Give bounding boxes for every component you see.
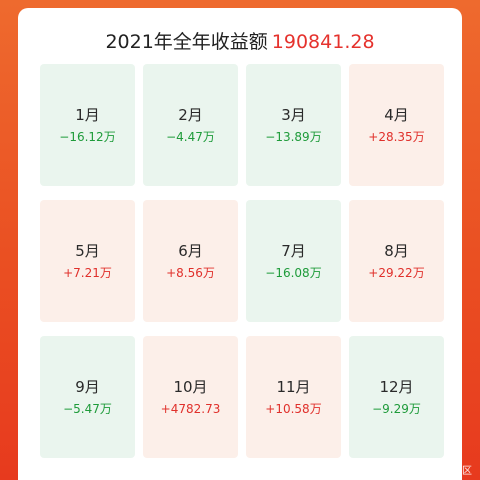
month-label: 11月 (276, 378, 311, 396)
month-amount: −16.12万 (59, 130, 116, 144)
month-tile[interactable]: 9月 −5.47万 (40, 336, 135, 458)
month-grid: 1月 −16.12万 2月 −4.47万 3月 −13.89万 4月 +28.3… (40, 64, 444, 458)
month-label: 3月 (281, 106, 306, 124)
month-amount: −9.29万 (372, 402, 421, 416)
month-tile[interactable]: 2月 −4.47万 (143, 64, 238, 186)
month-tile[interactable]: 3月 −13.89万 (246, 64, 341, 186)
watermark: @稀土掘金技术社区 (382, 466, 472, 477)
month-tile[interactable]: 6月 +8.56万 (143, 200, 238, 322)
month-label: 5月 (75, 242, 100, 260)
month-amount: −16.08万 (265, 266, 322, 280)
month-label: 12月 (379, 378, 414, 396)
month-tile[interactable]: 8月 +29.22万 (349, 200, 444, 322)
month-tile[interactable]: 10月 +4782.73 (143, 336, 238, 458)
month-label: 4月 (384, 106, 409, 124)
summary-card: 2021年全年收益额 190841.28 1月 −16.12万 2月 −4.47万… (18, 8, 462, 480)
month-amount: +7.21万 (63, 266, 112, 280)
title-text: 2021年全年收益额 (105, 31, 268, 53)
month-tile[interactable]: 5月 +7.21万 (40, 200, 135, 322)
month-amount: −5.47万 (63, 402, 112, 416)
month-amount: +8.56万 (166, 266, 215, 280)
month-amount: +4782.73 (160, 402, 221, 416)
month-tile[interactable]: 7月 −16.08万 (246, 200, 341, 322)
month-tile[interactable]: 1月 −16.12万 (40, 64, 135, 186)
month-amount: +29.22万 (368, 266, 425, 280)
month-amount: +28.35万 (368, 130, 425, 144)
month-label: 2月 (178, 106, 203, 124)
month-amount: +10.58万 (265, 402, 322, 416)
month-tile[interactable]: 12月 −9.29万 (349, 336, 444, 458)
month-tile[interactable]: 11月 +10.58万 (246, 336, 341, 458)
month-label: 6月 (178, 242, 203, 260)
month-label: 7月 (281, 242, 306, 260)
month-label: 8月 (384, 242, 409, 260)
month-amount: −13.89万 (265, 130, 322, 144)
month-label: 1月 (75, 106, 100, 124)
month-tile[interactable]: 4月 +28.35万 (349, 64, 444, 186)
month-amount: −4.47万 (166, 130, 215, 144)
total-earnings: 190841.28 (271, 31, 375, 53)
month-label: 9月 (75, 378, 100, 396)
page-title: 2021年全年收益额 190841.28 (18, 30, 462, 54)
month-label: 10月 (173, 378, 208, 396)
